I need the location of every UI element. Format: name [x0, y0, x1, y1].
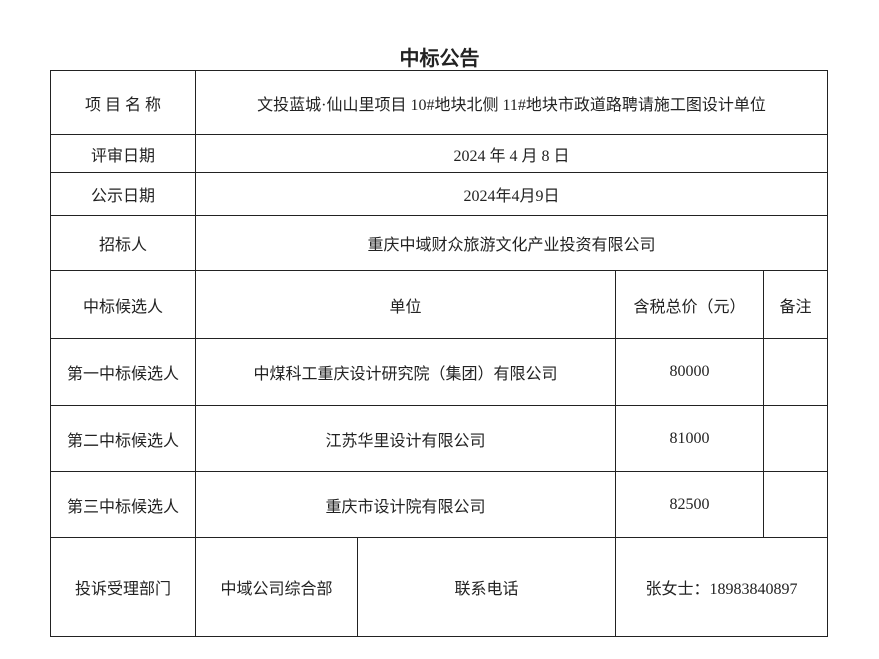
candidate-remark — [763, 471, 828, 538]
table-row: 第三中标候选人 重庆市设计院有限公司 82500 — [50, 471, 828, 538]
header-remark: 备注 — [763, 270, 828, 339]
publish-date-label: 公示日期 — [50, 172, 196, 216]
contact-value: 张女士：18983840897 — [615, 537, 828, 637]
candidate-remark — [763, 405, 828, 472]
review-date-value: 2024 年 4 月 8 日 — [195, 134, 828, 173]
phone-label: 联系电话 — [357, 537, 616, 637]
bid-announcement-table: 项 目 名 称 文投蓝城·仙山里项目 10#地块北侧 11#地块市政道路聘请施工… — [50, 70, 828, 637]
candidate-price: 82500 — [615, 471, 764, 538]
project-value: 文投蓝城·仙山里项目 10#地块北侧 11#地块市政道路聘请施工图设计单位 — [195, 70, 828, 135]
candidate-rank: 第二中标候选人 — [50, 405, 196, 472]
complaint-label: 投诉受理部门 — [50, 537, 196, 637]
candidate-unit: 重庆市设计院有限公司 — [195, 471, 616, 538]
candidate-remark — [763, 338, 828, 406]
tenderer-label: 招标人 — [50, 215, 196, 271]
header-candidate: 中标候选人 — [50, 270, 196, 339]
header-unit: 单位 — [195, 270, 616, 339]
project-label: 项 目 名 称 — [50, 70, 196, 135]
candidate-price: 81000 — [615, 405, 764, 472]
tenderer-value: 重庆中域财众旅游文化产业投资有限公司 — [195, 215, 828, 271]
page-title: 中标公告 — [399, 48, 480, 70]
publish-date-value: 2024年4月9日 — [195, 172, 828, 216]
candidate-price: 80000 — [615, 338, 764, 406]
complaint-dept: 中域公司综合部 — [195, 537, 358, 637]
review-date-label: 评审日期 — [50, 134, 196, 173]
candidate-unit: 中煤科工重庆设计研究院（集团）有限公司 — [195, 338, 616, 406]
header-price: 含税总价（元） — [615, 270, 764, 339]
table-row: 第一中标候选人 中煤科工重庆设计研究院（集团）有限公司 80000 — [50, 338, 828, 406]
candidate-rank: 第一中标候选人 — [50, 338, 196, 406]
candidate-rank: 第三中标候选人 — [50, 471, 196, 538]
candidate-unit: 江苏华里设计有限公司 — [195, 405, 616, 472]
table-row: 第二中标候选人 江苏华里设计有限公司 81000 — [50, 405, 828, 472]
